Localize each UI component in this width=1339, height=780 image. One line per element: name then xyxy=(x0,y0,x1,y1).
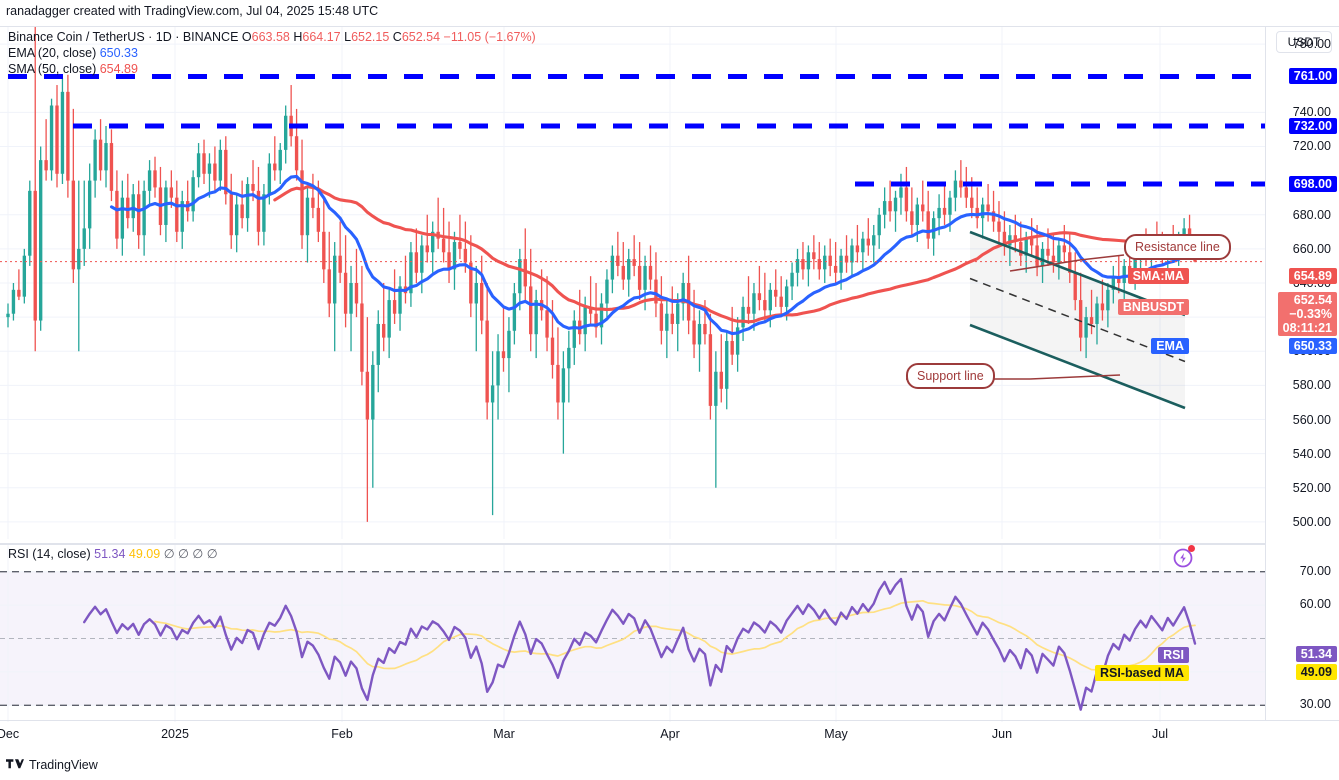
price-axis-tick: 660.00 xyxy=(1292,241,1331,256)
sma-price-tag: SMA:MA xyxy=(1127,268,1189,284)
price-axis-tick: 520.00 xyxy=(1292,480,1331,495)
legend-close-value: 652.54 xyxy=(401,30,441,44)
price-axis-tick: 740.00 xyxy=(1292,105,1331,120)
price-axis-tick: 580.00 xyxy=(1292,378,1331,393)
currency-chip[interactable]: USDT xyxy=(1276,31,1332,53)
last-price-value: 652.54 xyxy=(1293,293,1332,307)
last-price-change: −0.33% xyxy=(1289,307,1332,321)
time-axis-tick: Mar xyxy=(493,727,515,741)
price-axis-tick: 780.00 xyxy=(1292,37,1331,52)
time-axis-tick: Jun xyxy=(991,727,1013,741)
legend-high-value: 664.17 xyxy=(302,30,341,44)
last-price-axis-badge[interactable]: 652.54 −0.33% 08:11:21 xyxy=(1277,292,1337,336)
rsi-axis-badge[interactable]: 51.34 xyxy=(1295,646,1337,662)
price-chart-svg xyxy=(0,27,1265,539)
legend-sma-label: SMA (50, close) xyxy=(8,62,97,76)
rsi-legend[interactable]: RSI (14, close) 51.34 49.09 ∅ ∅ ∅ ∅ xyxy=(8,546,218,561)
rsi-legend-empty: ∅ ∅ ∅ ∅ xyxy=(163,547,218,561)
time-axis-tick: Dec xyxy=(0,727,20,741)
legend-sma-row[interactable]: SMA (50, close) 654.89 xyxy=(8,61,536,77)
rsi-legend-value: 51.34 xyxy=(94,547,126,561)
rsi-pane[interactable]: RSI (14, close) 51.34 49.09 ∅ ∅ ∅ ∅ RSI … xyxy=(0,544,1265,722)
rsi-chart-svg xyxy=(0,545,1265,722)
legend-low-label: L xyxy=(344,30,352,44)
support-line-callout[interactable]: Support line xyxy=(906,363,995,389)
price-axis-tick: 500.00 xyxy=(1292,514,1331,529)
price-pane[interactable]: Binance Coin / TetherUS · 1D · BINANCE O… xyxy=(0,27,1265,539)
tradingview-logo: TradingView xyxy=(6,758,98,772)
sma-axis-badge[interactable]: 654.89 xyxy=(1288,268,1337,284)
rsi-ma-axis-badge[interactable]: 49.09 xyxy=(1295,664,1337,680)
price-axis-tick: 560.00 xyxy=(1292,412,1331,427)
rsi-axis-tick: 30.00 xyxy=(1299,697,1331,712)
time-axis-tick: Feb xyxy=(331,727,353,741)
legend-high-label: H xyxy=(293,30,303,44)
legend-ema-value: 650.33 xyxy=(99,46,138,60)
legend-change: −11.05 (−1.67%) xyxy=(443,30,536,44)
rsi-legend-ma-value: 49.09 xyxy=(128,547,161,561)
level-axis-badge[interactable]: 732.00 xyxy=(1288,117,1337,134)
legend-symbol[interactable]: Binance Coin / TetherUS · 1D · BINANCE xyxy=(8,30,239,44)
price-axis[interactable]: USDT 780.00740.00720.00680.00660.00640.0… xyxy=(1265,27,1339,721)
tradingview-mark-icon xyxy=(6,759,24,769)
legend-open-label: O xyxy=(241,30,252,44)
level-axis-badge[interactable]: 698.00 xyxy=(1288,176,1337,192)
bar-countdown: 08:11:21 xyxy=(1282,321,1332,335)
alert-bolt-icon[interactable] xyxy=(1172,545,1196,569)
rsi-value-tag: RSI xyxy=(1158,647,1189,663)
price-axis-tick: 540.00 xyxy=(1292,446,1331,461)
time-axis-tick: May xyxy=(824,727,848,741)
symbol-price-tag: BNBUSDT xyxy=(1117,299,1189,315)
rsi-axis-tick: 70.00 xyxy=(1299,563,1331,578)
resistance-line-callout[interactable]: Resistance line xyxy=(1124,234,1231,260)
ema-axis-badge[interactable]: 650.33 xyxy=(1288,338,1337,354)
rsi-ma-tag: RSI-based MA xyxy=(1094,665,1189,681)
attribution-text: ranadagger created with TradingView.com,… xyxy=(6,4,379,18)
legend-low-value: 652.15 xyxy=(351,30,390,44)
time-axis-tick: Jul xyxy=(1152,727,1168,741)
legend-ema-row[interactable]: EMA (20, close) 650.33 xyxy=(8,45,536,61)
rsi-axis-tick: 60.00 xyxy=(1299,597,1331,612)
ema-price-tag: EMA xyxy=(1151,338,1189,354)
rsi-legend-title: RSI (14, close) xyxy=(8,547,91,561)
pane-divider[interactable] xyxy=(0,543,1265,544)
legend-open-value: 663.58 xyxy=(251,30,290,44)
time-axis-tick: 2025 xyxy=(161,727,189,741)
price-legend: Binance Coin / TetherUS · 1D · BINANCE O… xyxy=(8,29,536,77)
legend-ema-label: EMA (20, close) xyxy=(8,46,97,60)
time-axis-tick: Apr xyxy=(660,727,680,741)
time-axis[interactable]: Dec 2025 Feb Mar Apr May Jun Jul xyxy=(0,720,1339,746)
legend-close-label: C xyxy=(392,30,402,44)
chart-frame: Binance Coin / TetherUS · 1D · BINANCE O… xyxy=(0,26,1339,722)
price-axis-tick: 720.00 xyxy=(1292,139,1331,154)
legend-symbol-row: Binance Coin / TetherUS · 1D · BINANCE O… xyxy=(8,29,536,45)
legend-sma-value: 654.89 xyxy=(99,62,138,76)
level-axis-badge[interactable]: 761.00 xyxy=(1288,68,1337,85)
alert-notification-dot xyxy=(1188,545,1195,552)
tradingview-brand: TradingView xyxy=(29,758,98,772)
price-axis-tick: 680.00 xyxy=(1292,207,1331,222)
